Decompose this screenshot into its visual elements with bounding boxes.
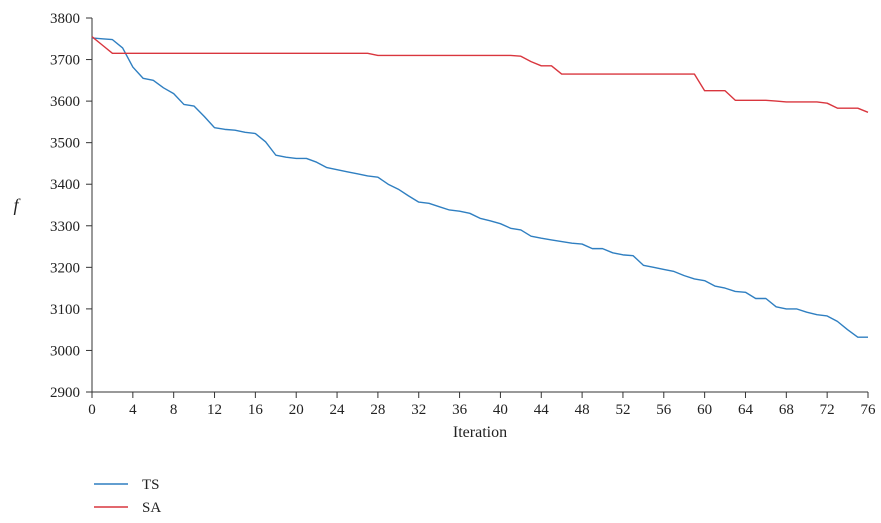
x-tick-label-72: 72: [820, 402, 835, 418]
y-axis-title: f: [13, 195, 21, 215]
y-tick-label-3500: 3500: [50, 136, 80, 152]
x-tick-label-36: 36: [452, 402, 468, 418]
x-tick-label-40: 40: [493, 402, 508, 418]
legend-label-ts: TS: [142, 477, 160, 493]
y-tick-label-3300: 3300: [50, 219, 80, 235]
legend-label-sa: SA: [142, 500, 161, 516]
x-tick-label-16: 16: [248, 402, 264, 418]
x-tick-label-56: 56: [656, 402, 672, 418]
y-tick-label-3100: 3100: [50, 302, 80, 318]
x-tick-label-64: 64: [738, 402, 754, 418]
x-tick-label-20: 20: [289, 402, 304, 418]
x-tick-label-60: 60: [697, 402, 712, 418]
labels: Iteration f: [13, 195, 507, 441]
x-tick-label-48: 48: [575, 402, 590, 418]
series-layer: [91, 36, 869, 338]
x-tick-label-44: 44: [534, 402, 550, 418]
x-axis-title: Iteration: [453, 424, 507, 441]
series-line-ts: [91, 37, 868, 338]
x-tick-label-24: 24: [330, 402, 346, 418]
y-tick-label-3400: 3400: [50, 177, 80, 193]
x-tick-label-28: 28: [370, 402, 385, 418]
x-tick-label-4: 4: [129, 402, 137, 418]
x-tick-label-52: 52: [615, 402, 630, 418]
y-tick-label-3600: 3600: [50, 94, 80, 110]
x-tick-label-8: 8: [170, 402, 178, 418]
y-tick-label-3800: 3800: [50, 11, 80, 27]
legend: TS SA: [94, 477, 161, 516]
x-tick-label-76: 76: [861, 402, 877, 418]
axes: 2900 3000 3100 3200 3300 3400 3500 3600 3700 3800…: [50, 11, 876, 418]
x-tick-label-0: 0: [88, 402, 96, 418]
y-tick-label-3700: 3700: [50, 53, 80, 69]
x-tick-label-68: 68: [779, 402, 794, 418]
series-line-sa: [91, 36, 869, 113]
y-tick-label-3000: 3000: [50, 343, 80, 359]
y-tick-label-3200: 3200: [50, 260, 80, 276]
x-tick-label-32: 32: [411, 402, 426, 418]
y-tick-label-2900: 2900: [50, 385, 80, 401]
x-tick-label-12: 12: [207, 402, 222, 418]
